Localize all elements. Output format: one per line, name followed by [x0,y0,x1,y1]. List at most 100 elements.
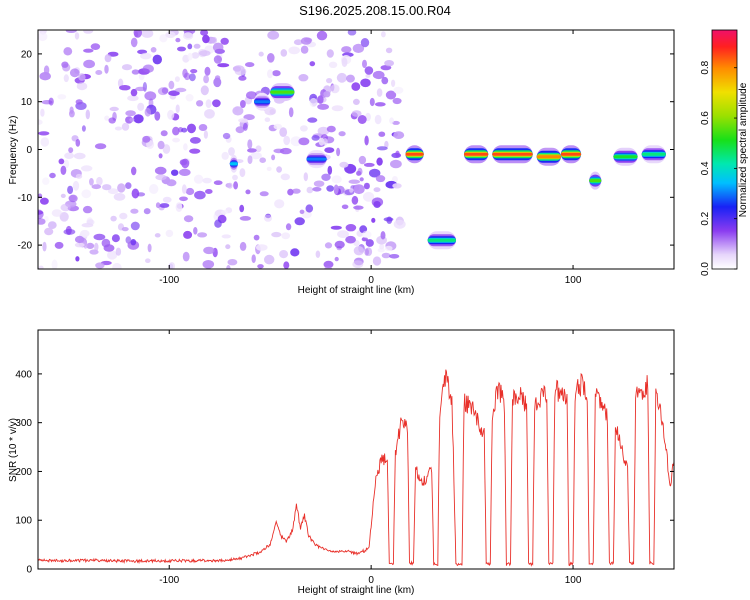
noise-blob [253,234,260,241]
noise-blob [175,104,180,113]
noise-blob [251,254,256,263]
noise-blob [189,137,201,144]
noise-blob [336,147,341,157]
noise-blob [179,196,188,202]
noise-blob [93,233,106,241]
noise-blob [375,175,386,183]
noise-blob [390,159,402,169]
noise-blob [239,168,246,178]
noise-blob [339,161,349,168]
noise-blob [81,165,93,172]
spectrogram-y-tick-label: 20 [21,49,33,60]
noise-blob [74,235,85,244]
noise-blob [86,242,95,249]
noise-blob [119,212,128,220]
noise-blob [155,174,167,181]
noise-blob [299,209,305,214]
noise-blob [59,212,69,222]
noise-blob [181,184,187,194]
noise-blob [60,165,67,175]
figure-title: S196.2025.208.15.00.R04 [299,3,451,18]
noise-blob [205,99,212,108]
signal-track [641,152,666,156]
noise-blob [175,87,187,93]
noise-blob [255,244,268,251]
colorbar-gradient [712,30,737,269]
noise-blob [197,232,208,238]
snr-y-tick-label: 0 [26,565,32,576]
noise-blob [183,143,188,151]
noise-blob [352,260,364,269]
noise-blob [172,137,181,143]
noise-blob [392,97,402,105]
signal-track [229,162,238,166]
noise-blob [211,36,218,44]
noise-blob [267,30,280,40]
noise-blob [372,70,385,80]
noise-blob [352,43,365,54]
noise-blob [364,135,369,146]
noise-blob [323,91,331,98]
noise-blob [198,124,208,131]
signal-track [613,155,638,159]
noise-blob [185,187,195,196]
noise-blob [125,110,136,117]
noise-blob [200,85,209,96]
noise-blob [349,188,354,193]
colorbar-frame [711,29,738,270]
colorbar-label: Normalized spectral amplitude [738,82,749,217]
noise-blob [63,47,73,56]
noise-blob [75,173,83,179]
noise-blob [288,46,301,55]
noise-blob [391,176,398,183]
noise-blob [300,45,309,54]
noise-blob [330,84,340,94]
noise-blob [158,153,163,159]
noise-blob [351,82,361,91]
snr-x-ticks: -100 0 100 [159,330,582,586]
signal-track [270,90,295,94]
noise-blob [358,155,367,165]
noise-blob [130,88,138,97]
noise-blob [162,196,172,203]
noise-blob [326,78,333,84]
noise-blob [245,91,257,100]
noise-blob [69,110,75,118]
noise-blob [74,242,85,248]
noise-blob [279,147,292,155]
noise-blob [309,97,318,108]
noise-blob [359,177,364,182]
noise-blob [94,242,99,252]
noise-blob [221,234,231,239]
noise-blob [307,117,318,123]
spectrogram-x-axis-label: Height of straight line (km) [298,285,415,296]
noise-blob [247,139,253,150]
noise-blob [267,53,275,63]
noise-blob [205,189,213,194]
noise-blob [54,241,64,249]
noise-blob [250,152,262,160]
noise-blob [89,178,94,186]
noise-blob [348,179,361,184]
noise-blob [239,216,252,221]
noise-blob [313,180,325,187]
noise-blob [214,75,221,81]
noise-blob [259,157,267,163]
colorbar-tick-label: 0.2 [700,211,711,225]
noise-blob [306,186,314,194]
noise-blob [64,159,70,169]
noise-blob [104,115,110,121]
noise-blob [385,90,397,100]
noise-blob [165,31,176,38]
noise-blob [353,205,364,210]
noise-blob [243,114,255,121]
colorbar-tick-label: 0.6 [700,111,711,125]
noise-blob [318,137,325,146]
noise-blob [213,55,222,64]
noise-blob [232,106,244,116]
noise-blob [57,94,67,100]
noise-blob [76,82,88,91]
noise-blob [227,182,233,189]
noise-blob [361,230,372,239]
spectrogram-marks [38,30,666,269]
